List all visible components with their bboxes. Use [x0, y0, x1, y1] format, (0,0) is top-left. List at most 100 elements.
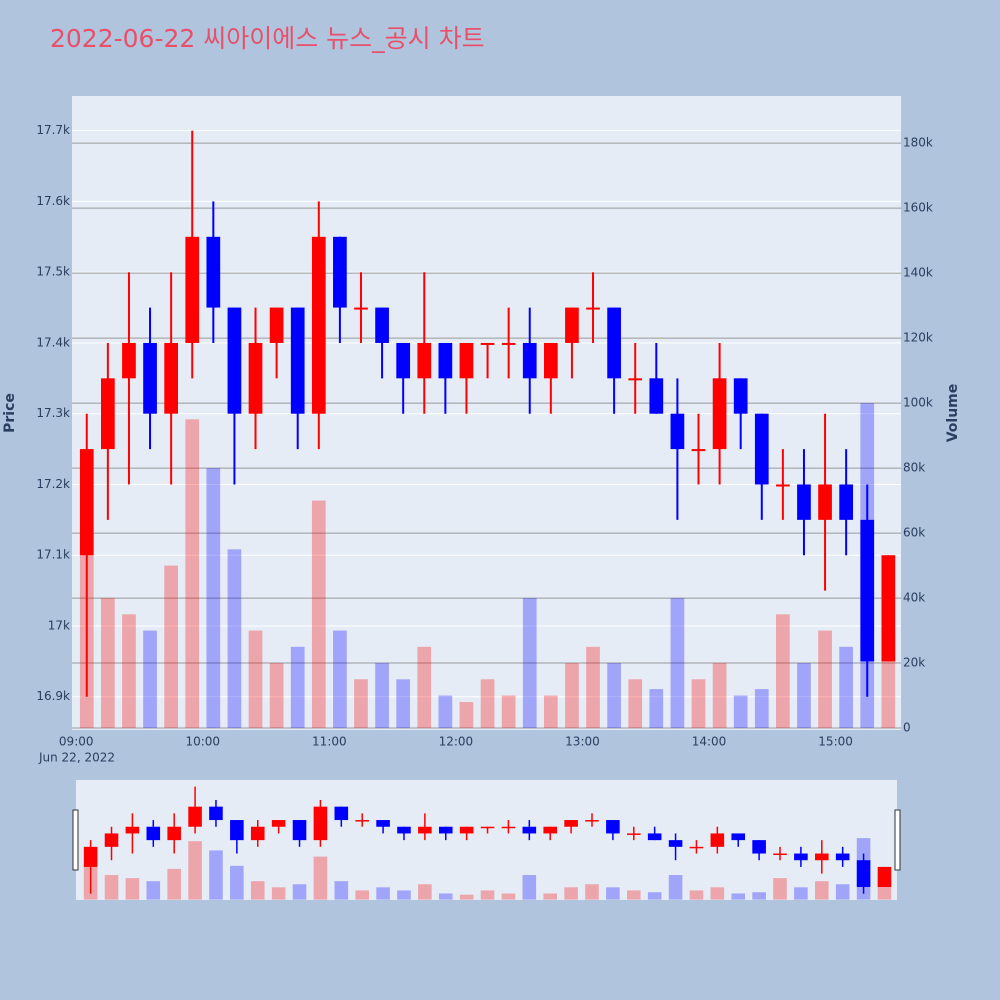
y-tick-label: 17.6k — [36, 194, 70, 208]
candle-body — [860, 519, 875, 662]
slider-candle-body — [606, 820, 620, 834]
candle-body — [333, 236, 347, 308]
y-tick-label: 17.5k — [36, 265, 70, 279]
slider-candle-body — [773, 853, 787, 856]
slider-candle-body — [689, 846, 704, 849]
slider-candle-body — [250, 826, 265, 841]
slider-candle-body — [752, 840, 766, 854]
slider-volume-bar — [355, 890, 369, 900]
slider-candle-body — [104, 833, 119, 847]
x-tick-label: 14:00 — [692, 735, 727, 749]
volume-bar — [227, 549, 242, 729]
volume-bar — [649, 689, 664, 729]
slider-candle-body — [418, 826, 432, 834]
slider-volume-bar — [459, 894, 474, 900]
candle-body — [628, 378, 643, 381]
slider-volume-bar — [334, 881, 349, 900]
slider-volume-bar — [146, 881, 161, 900]
y-tick-label: 17.3k — [36, 406, 70, 420]
range-slider[interactable] — [76, 780, 897, 900]
slider-candle-body — [459, 826, 474, 834]
slider-candle-body — [271, 820, 286, 827]
volume-bar — [543, 695, 558, 729]
candle-body — [143, 342, 157, 414]
candle-body — [818, 484, 832, 520]
y-tick-label: 16.9k — [36, 689, 70, 703]
slider-volume-bar — [480, 890, 495, 900]
slider-handle-left[interactable] — [72, 809, 79, 871]
volume-bar — [712, 663, 727, 729]
candle-body — [607, 307, 621, 379]
slider-volume-bar — [397, 890, 411, 900]
volume-bar — [206, 468, 221, 729]
slider-candle-body — [313, 806, 328, 841]
candle-body — [396, 342, 411, 379]
y2-tick-label: 20k — [903, 656, 925, 670]
x-tick-label: 10:00 — [185, 735, 220, 749]
slider-candle-body — [647, 833, 662, 841]
candle-body — [501, 342, 516, 345]
volume-bar — [628, 679, 643, 729]
x-tick-label: 13:00 — [565, 735, 600, 749]
slider-volume-bar — [606, 887, 620, 900]
slider-volume-bar — [230, 865, 244, 900]
candle-body — [649, 378, 664, 414]
chart-title: 2022-06-22 씨아이에스 뉴스_공시 차트 — [50, 24, 485, 53]
slider-candle-body — [835, 853, 850, 861]
slider-volume-bar — [710, 887, 725, 900]
slider-candle-body — [856, 860, 871, 888]
y-tick-label: 17.2k — [36, 477, 70, 491]
candle-body — [670, 413, 685, 450]
candle-body — [522, 342, 537, 379]
slider-volume-bar — [668, 875, 683, 900]
x-tick-label: 11:00 — [312, 735, 347, 749]
y-tick-label: 17.7k — [36, 123, 70, 137]
volume-bar — [438, 695, 453, 729]
volume-bar — [480, 679, 495, 729]
volume-bar — [375, 663, 389, 729]
y-tick-label: 17k — [48, 618, 70, 632]
candle-body — [712, 378, 727, 450]
slider-volume-bar — [815, 881, 829, 900]
slider-volume-bar — [689, 890, 704, 900]
candle-body — [227, 307, 242, 414]
volume-bar — [501, 695, 516, 729]
volume-bar — [670, 598, 685, 729]
slider-candle-body — [522, 826, 537, 834]
slider-handle-right[interactable] — [894, 809, 901, 871]
y2-tick-label: 180k — [903, 136, 933, 150]
slider-volume-bar — [752, 892, 766, 900]
volume-bar — [754, 689, 769, 729]
y2-tick-label: 0 — [903, 721, 911, 735]
slider-candle-body — [815, 853, 829, 861]
candle-body — [290, 307, 305, 414]
slider-candle-body — [292, 820, 307, 841]
slider-volume-bar — [522, 875, 537, 900]
slider-candle-body — [731, 833, 746, 841]
slider-volume-bar — [835, 884, 850, 900]
candle-body — [733, 378, 748, 414]
slider-volume-bar — [376, 887, 390, 900]
volume-bar — [333, 630, 347, 729]
candle-body — [459, 342, 474, 379]
y2-tick-label: 160k — [903, 201, 933, 215]
volume-bar — [797, 663, 811, 729]
x-tick-label: 12:00 — [439, 735, 474, 749]
volume-bar — [839, 646, 854, 729]
volume-bar — [248, 630, 263, 729]
slider-candle-body — [334, 806, 349, 821]
slider-volume-bar — [731, 893, 746, 900]
slider-candle-body — [167, 826, 181, 841]
candle-body — [565, 307, 579, 343]
slider-volume-bar — [209, 850, 223, 900]
candle-body — [881, 555, 896, 662]
slider-candle-body — [355, 820, 369, 822]
slider-candle-body — [794, 853, 808, 861]
y-tick-label: 17.4k — [36, 335, 70, 349]
y2-tick-label: 120k — [903, 331, 933, 345]
slider-volume-bar — [794, 887, 808, 900]
y2-tick-label: 80k — [903, 461, 925, 475]
slider-candle-body — [376, 820, 390, 827]
x-tick-label: 15:00 — [818, 735, 853, 749]
